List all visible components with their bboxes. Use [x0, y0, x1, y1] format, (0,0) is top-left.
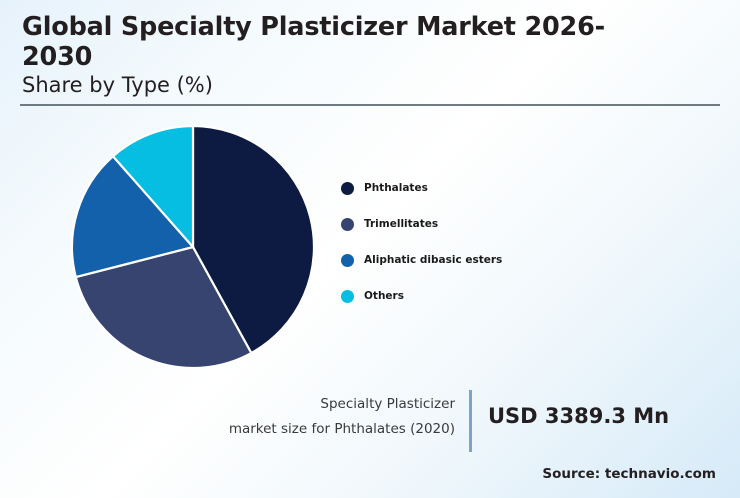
pie-slice-phthalates[interactable] [191, 124, 316, 355]
pie-slice-trimellitates[interactable] [74, 245, 253, 370]
pie-slices [70, 124, 316, 370]
page-subtitle: Share by Type (%) [22, 73, 213, 98]
header: Global Specialty Plasticizer Market 2026… [22, 12, 722, 98]
pie-slice-others[interactable] [111, 124, 195, 249]
legend-item-aliphatic-dibasic-esters[interactable]: Aliphatic dibasic esters [341, 242, 601, 278]
pie-chart-svg [70, 124, 316, 370]
legend-dot-others [341, 289, 354, 303]
callout-value: USD 3389.3 Mn [488, 404, 670, 428]
callout-label-line1: Specialty Plasticizer [320, 396, 455, 412]
legend: Phthalates Trimellitates Aliphatic dibas… [341, 170, 601, 314]
legend-dot-phthalates [341, 181, 354, 195]
legend-item-others[interactable]: Others [341, 278, 601, 314]
legend-label-phthalates: Phthalates [364, 182, 428, 194]
pie-slice-aliphatic-dibasic-esters[interactable] [70, 155, 195, 279]
legend-item-phthalates[interactable]: Phthalates [341, 170, 601, 206]
header-divider [20, 104, 720, 106]
legend-item-trimellitates[interactable]: Trimellitates [341, 206, 601, 242]
legend-dot-trimellitates [341, 217, 354, 231]
source-label: Source: technavio.com [542, 466, 716, 482]
pie-chart [60, 114, 326, 380]
legend-label-trimellitates: Trimellitates [364, 218, 439, 230]
callout-label-line2: market size for Phthalates (2020) [228, 420, 455, 437]
legend-dot-aliphatic-dibasic-esters [341, 253, 354, 267]
callout: Specialty Plasticizer market size for Ph… [180, 390, 720, 454]
legend-label-aliphatic-dibasic-esters: Aliphatic dibasic esters [364, 254, 503, 266]
page-title: Global Specialty Plasticizer Market 2026… [22, 12, 606, 73]
callout-divider [469, 390, 472, 452]
callout-label: Specialty Plasticizer market size for Ph… [180, 392, 455, 442]
legend-label-others: Others [364, 290, 404, 302]
